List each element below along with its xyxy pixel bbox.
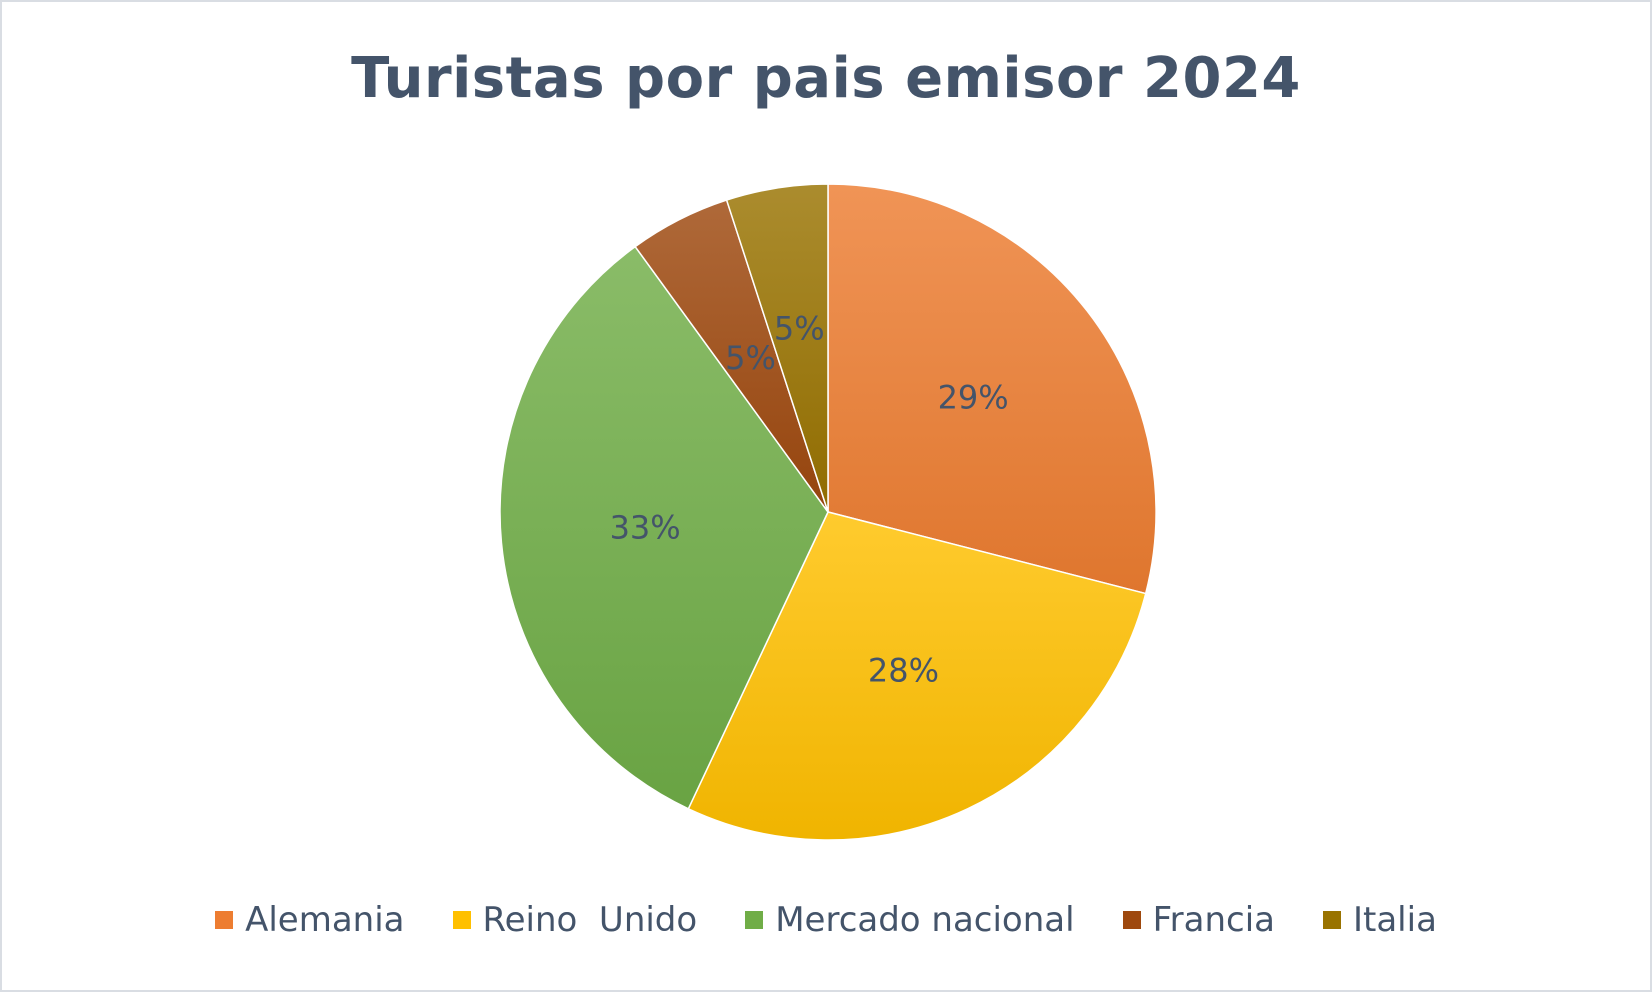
legend-item-francia: Francia [1122, 900, 1275, 940]
pie-slice-mercado-nacional [499, 245, 829, 810]
data-label: 5% [774, 310, 825, 348]
data-label: 29% [938, 378, 1009, 416]
legend-swatch [1322, 911, 1341, 929]
legend-label: Alemania [245, 900, 405, 940]
legend-item-alemania: Alemania [215, 900, 405, 940]
chart-title: Turistas por pais emisor 2024 [351, 46, 1301, 111]
legend-swatch [1122, 911, 1141, 929]
legend-label: Reino Unido [482, 900, 698, 940]
legend-label: Mercado nacional [775, 900, 1075, 940]
data-label: 5% [725, 339, 776, 377]
legend-label: Italia [1352, 900, 1437, 940]
legend-swatch [745, 911, 764, 929]
data-label: 28% [868, 651, 939, 689]
legend-item-mercado-nacional: Mercado nacional [745, 900, 1075, 940]
data-label: 33% [610, 508, 681, 546]
legend-label: Francia [1152, 900, 1275, 940]
legend-item-italia: Italia [1322, 900, 1437, 940]
legend-swatch [452, 911, 471, 929]
pie-slice-alemania [827, 183, 1157, 595]
legend-swatch [215, 911, 234, 929]
pie-slice-reino-unido [687, 511, 1147, 841]
pie-slice-italia [725, 183, 829, 513]
legend-item-reino-unido: Reino Unido [452, 900, 698, 940]
legend: Alemania Reino Unido Mercado nacional Fr… [2, 900, 1650, 940]
